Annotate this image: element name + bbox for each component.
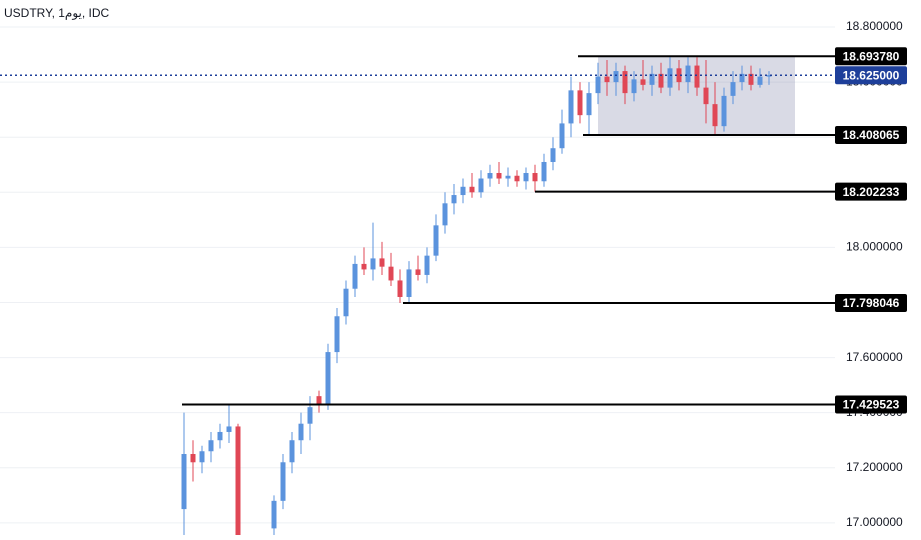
candle-body [343, 288, 349, 317]
level-label: 17.429523 [843, 398, 900, 412]
level-label: 18.408065 [843, 128, 900, 142]
candle-body [415, 269, 421, 275]
level-label-bg [835, 125, 907, 144]
candle-body [667, 68, 673, 88]
candle-body [739, 73, 745, 83]
candle-body [613, 71, 619, 83]
candle-body [370, 258, 376, 270]
candle-body [190, 454, 196, 463]
candle-body [595, 76, 601, 94]
candle-body [271, 500, 277, 529]
candle-body [496, 173, 502, 179]
candle-body [226, 426, 232, 432]
candle-body [289, 440, 295, 463]
candle-body [505, 175, 511, 179]
last-price-bg [835, 66, 907, 85]
candle-body [577, 90, 583, 116]
y-tick-label: 18.800000 [846, 19, 903, 33]
candle-body [442, 203, 448, 226]
y-tick-label: 17.000000 [846, 515, 903, 529]
candle-body [550, 148, 556, 162]
candle-body [460, 186, 466, 196]
candle-body [352, 263, 358, 289]
y-tick-label: 17.200000 [846, 460, 903, 474]
candle-body [766, 75, 772, 77]
level-label-bg [835, 294, 907, 313]
level-label: 18.202233 [843, 185, 900, 199]
candle-body [208, 440, 214, 452]
level-label-bg [835, 395, 907, 414]
candle-body [361, 263, 367, 270]
candle-body [586, 93, 592, 116]
level-label-bg [835, 182, 907, 201]
candle-body [199, 451, 205, 463]
candle-body [658, 73, 664, 88]
candle-body [280, 462, 286, 501]
candle-body [523, 173, 529, 182]
candle-body [721, 95, 727, 127]
candle-body [541, 161, 547, 182]
candle-body [298, 423, 304, 441]
candle-body [424, 255, 430, 275]
candle-body [469, 186, 475, 193]
candle-body [640, 79, 646, 85]
candle-body [397, 280, 403, 297]
candle-body [325, 352, 331, 405]
candle-body [694, 65, 700, 88]
last-price-label: 18.625000 [843, 68, 900, 82]
candle-body [622, 71, 628, 94]
y-tick-label: 17.600000 [846, 350, 903, 364]
candle-body [316, 396, 322, 405]
candle-body [631, 79, 637, 94]
candle-body [532, 173, 538, 182]
candle-body [217, 431, 223, 441]
y-tick-label: 18.000000 [846, 240, 903, 254]
candle-body [235, 426, 241, 537]
candle-body [478, 178, 484, 193]
candle-body [307, 407, 313, 424]
candle-body [730, 82, 736, 96]
candle-body [487, 173, 493, 179]
candle-body [649, 73, 655, 85]
candle-body [181, 454, 187, 510]
candle-body [388, 266, 394, 281]
candle-body [379, 258, 385, 267]
candle-body [559, 123, 565, 149]
candle-body [568, 90, 574, 124]
chart-title: USDTRY, 1يوم, IDC [4, 6, 110, 20]
price-axis [835, 0, 921, 535]
level-label: 18.693780 [843, 49, 900, 63]
candle-body [676, 68, 682, 83]
candle-body [334, 316, 340, 353]
level-label: 17.798046 [843, 296, 900, 310]
candle-body [712, 104, 718, 127]
candle-body [748, 73, 754, 85]
candle-body [757, 76, 763, 85]
level-label-bg [835, 47, 907, 66]
candle-body [703, 87, 709, 105]
candle-body [451, 195, 457, 204]
candle-body [604, 76, 610, 83]
candle-body [433, 225, 439, 256]
candle-body [514, 175, 520, 182]
candle-body [685, 65, 691, 83]
candle-body [406, 269, 412, 297]
